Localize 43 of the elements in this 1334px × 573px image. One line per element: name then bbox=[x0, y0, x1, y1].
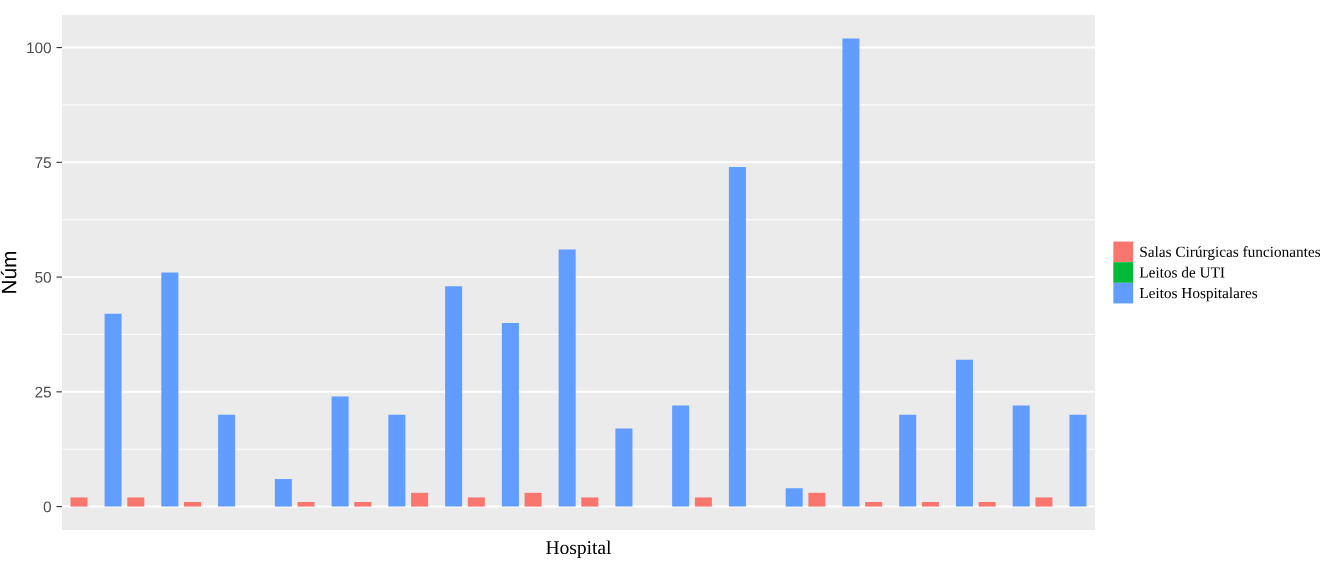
bar bbox=[728, 166, 746, 507]
bar bbox=[1069, 414, 1087, 507]
legend-label: Leitos Hospitalares bbox=[1139, 287, 1258, 302]
bar bbox=[297, 502, 315, 507]
bar bbox=[127, 497, 145, 507]
bar bbox=[411, 492, 429, 507]
bar bbox=[445, 286, 463, 507]
bar bbox=[978, 502, 996, 507]
y-tick-label: 50 bbox=[35, 271, 51, 283]
bar bbox=[921, 502, 939, 507]
bar bbox=[955, 359, 973, 507]
bar bbox=[354, 502, 372, 507]
bar bbox=[899, 414, 917, 507]
y-tick-label: 75 bbox=[35, 157, 51, 169]
y-tick-label: 0 bbox=[43, 501, 51, 513]
y-tick-label: 100 bbox=[27, 42, 51, 54]
bar bbox=[808, 492, 826, 507]
bar bbox=[694, 497, 712, 507]
legend-label: Leitos de UTI bbox=[1139, 266, 1225, 278]
bar bbox=[70, 497, 88, 507]
bar bbox=[184, 502, 202, 507]
bar bbox=[865, 502, 883, 507]
bar bbox=[467, 497, 485, 507]
legend-label: Salas Cirúrgicas funcionantes bbox=[1140, 246, 1321, 261]
bar bbox=[331, 396, 349, 507]
bar bbox=[842, 38, 860, 507]
bar bbox=[274, 479, 292, 507]
bar bbox=[615, 428, 633, 507]
bar bbox=[524, 492, 542, 507]
x-axis-title: Hospital bbox=[546, 540, 612, 559]
bar bbox=[1035, 497, 1053, 507]
bar bbox=[581, 497, 599, 507]
bar bbox=[785, 488, 803, 507]
y-axis-title: Núm bbox=[0, 251, 17, 293]
bar bbox=[672, 405, 690, 507]
bar bbox=[388, 414, 406, 507]
y-tick-label: 25 bbox=[35, 386, 51, 398]
bar bbox=[104, 313, 122, 507]
bar bbox=[161, 272, 179, 507]
bar bbox=[501, 322, 519, 507]
bar bbox=[558, 249, 576, 507]
bar bbox=[1012, 405, 1030, 507]
bar bbox=[218, 414, 236, 507]
